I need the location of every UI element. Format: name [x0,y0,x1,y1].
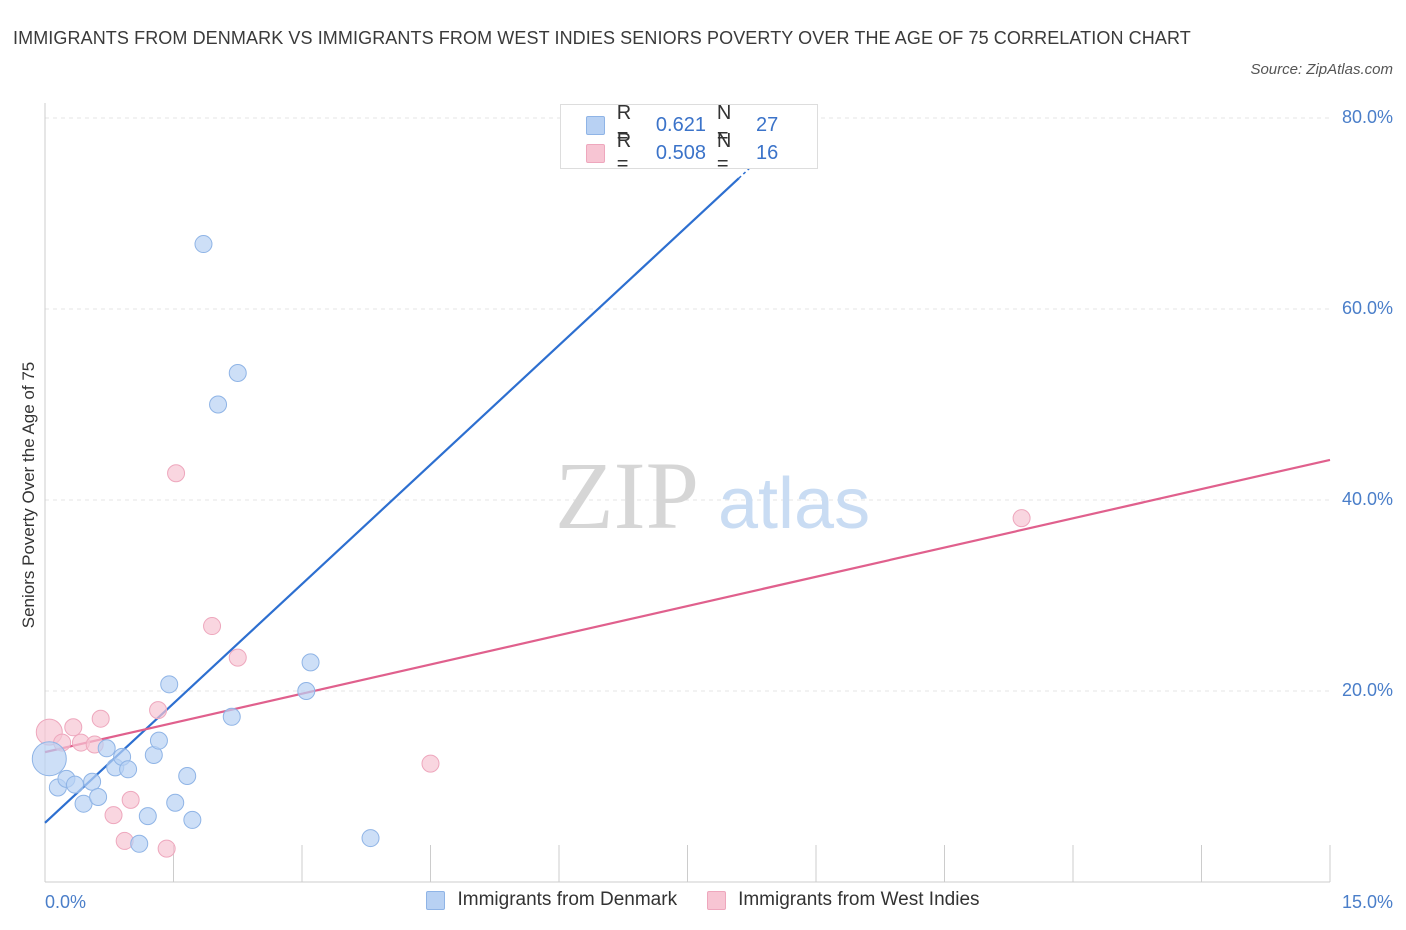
west-indies-point [157,839,176,858]
west-indies-point [91,709,110,728]
series-legend-denmark[interactable]: Immigrants from Denmark [426,889,677,911]
west-indies-point [115,831,134,850]
west-indies-point [167,464,186,483]
series-legend-label: Immigrants from West Indies [738,889,980,910]
denmark-point [183,810,202,829]
points [31,137,1031,858]
west-indies-point [104,806,123,825]
y-tick-label: 80.0% [1342,107,1393,127]
west-indies-point [1012,509,1031,528]
denmark-point [89,788,108,807]
denmark-point [31,741,67,777]
source-label: Source: ZipAtlas.com [1250,61,1393,78]
west-indies-point [228,648,247,667]
legend-swatch-denmark [426,890,446,910]
watermark: ZIP atlas [555,442,870,549]
denmark-point [228,363,247,382]
denmark-point [138,807,157,826]
west-indies-point [149,701,168,720]
denmark-point [160,675,179,694]
y-axis-title: Seniors Poverty Over the Age of 75 [19,362,38,628]
west-indies-point [64,718,83,737]
west-indies-point [203,617,222,636]
axis-labels: 20.0% 40.0% 60.0% 80.0% 0.0% 15.0% Seniors Pov… [19,107,1393,912]
denmark-point [178,766,197,785]
denmark-point [361,829,380,848]
west-indies-point [421,754,440,773]
watermark-zip: ZIP [555,442,699,549]
y-tick-label: 20.0% [1342,680,1393,700]
series-legend: Immigrants from Denmark Immigrants from … [0,889,1406,911]
denmark-point [209,395,228,414]
legend-r-value: 0.508 [655,141,706,164]
legend-r-label: R = [616,130,632,175]
series-legend-label: Immigrants from Denmark [457,889,678,910]
denmark-point [130,834,149,853]
denmark-point [297,682,316,700]
denmark-point [74,794,93,813]
legend-swatch-west-indies [586,143,605,163]
denmark-point [222,707,241,726]
legend-n-value: 16 [756,141,779,164]
denmark-point [119,760,138,779]
stats-legend: R = 0.621 N = 27 R = 0.508 N = 16 [560,102,818,175]
legend-row-denmark: R = 0.621 N = 27 [586,102,817,147]
west-indies-trend-line [44,458,1331,754]
denmark-point [65,775,84,794]
legend-r-label: R = [616,102,632,147]
y-tick-label: 60.0% [1342,298,1393,318]
y-tick-label: 40.0% [1342,489,1393,509]
denmark-point [166,793,185,812]
denmark-point [97,739,116,758]
legend-n-label: N = [716,102,732,147]
series-legend-west-indies[interactable]: Immigrants from West Indies [707,889,980,911]
west-indies-point [121,790,140,809]
denmark-point [83,772,102,791]
legend-n-value: 27 [756,113,779,136]
chart-title: IMMIGRANTS FROM DENMARK VS IMMIGRANTS FR… [13,28,1191,48]
watermark-atlas: atlas [718,464,870,544]
legend-row-west-indies: R = 0.508 N = 16 [586,130,817,175]
legend-n-label: N = [716,130,732,175]
x-tick-label: 0.0% [45,892,86,912]
denmark-point [149,731,168,750]
denmark-point [194,235,213,254]
denmark-point [301,653,320,672]
legend-r-value: 0.621 [655,113,706,136]
legend-swatch-west-indies [707,890,727,910]
legend-swatch-denmark [586,115,605,135]
denmark-trend-extension [738,168,750,179]
x-tick-label: 15.0% [1342,892,1393,912]
